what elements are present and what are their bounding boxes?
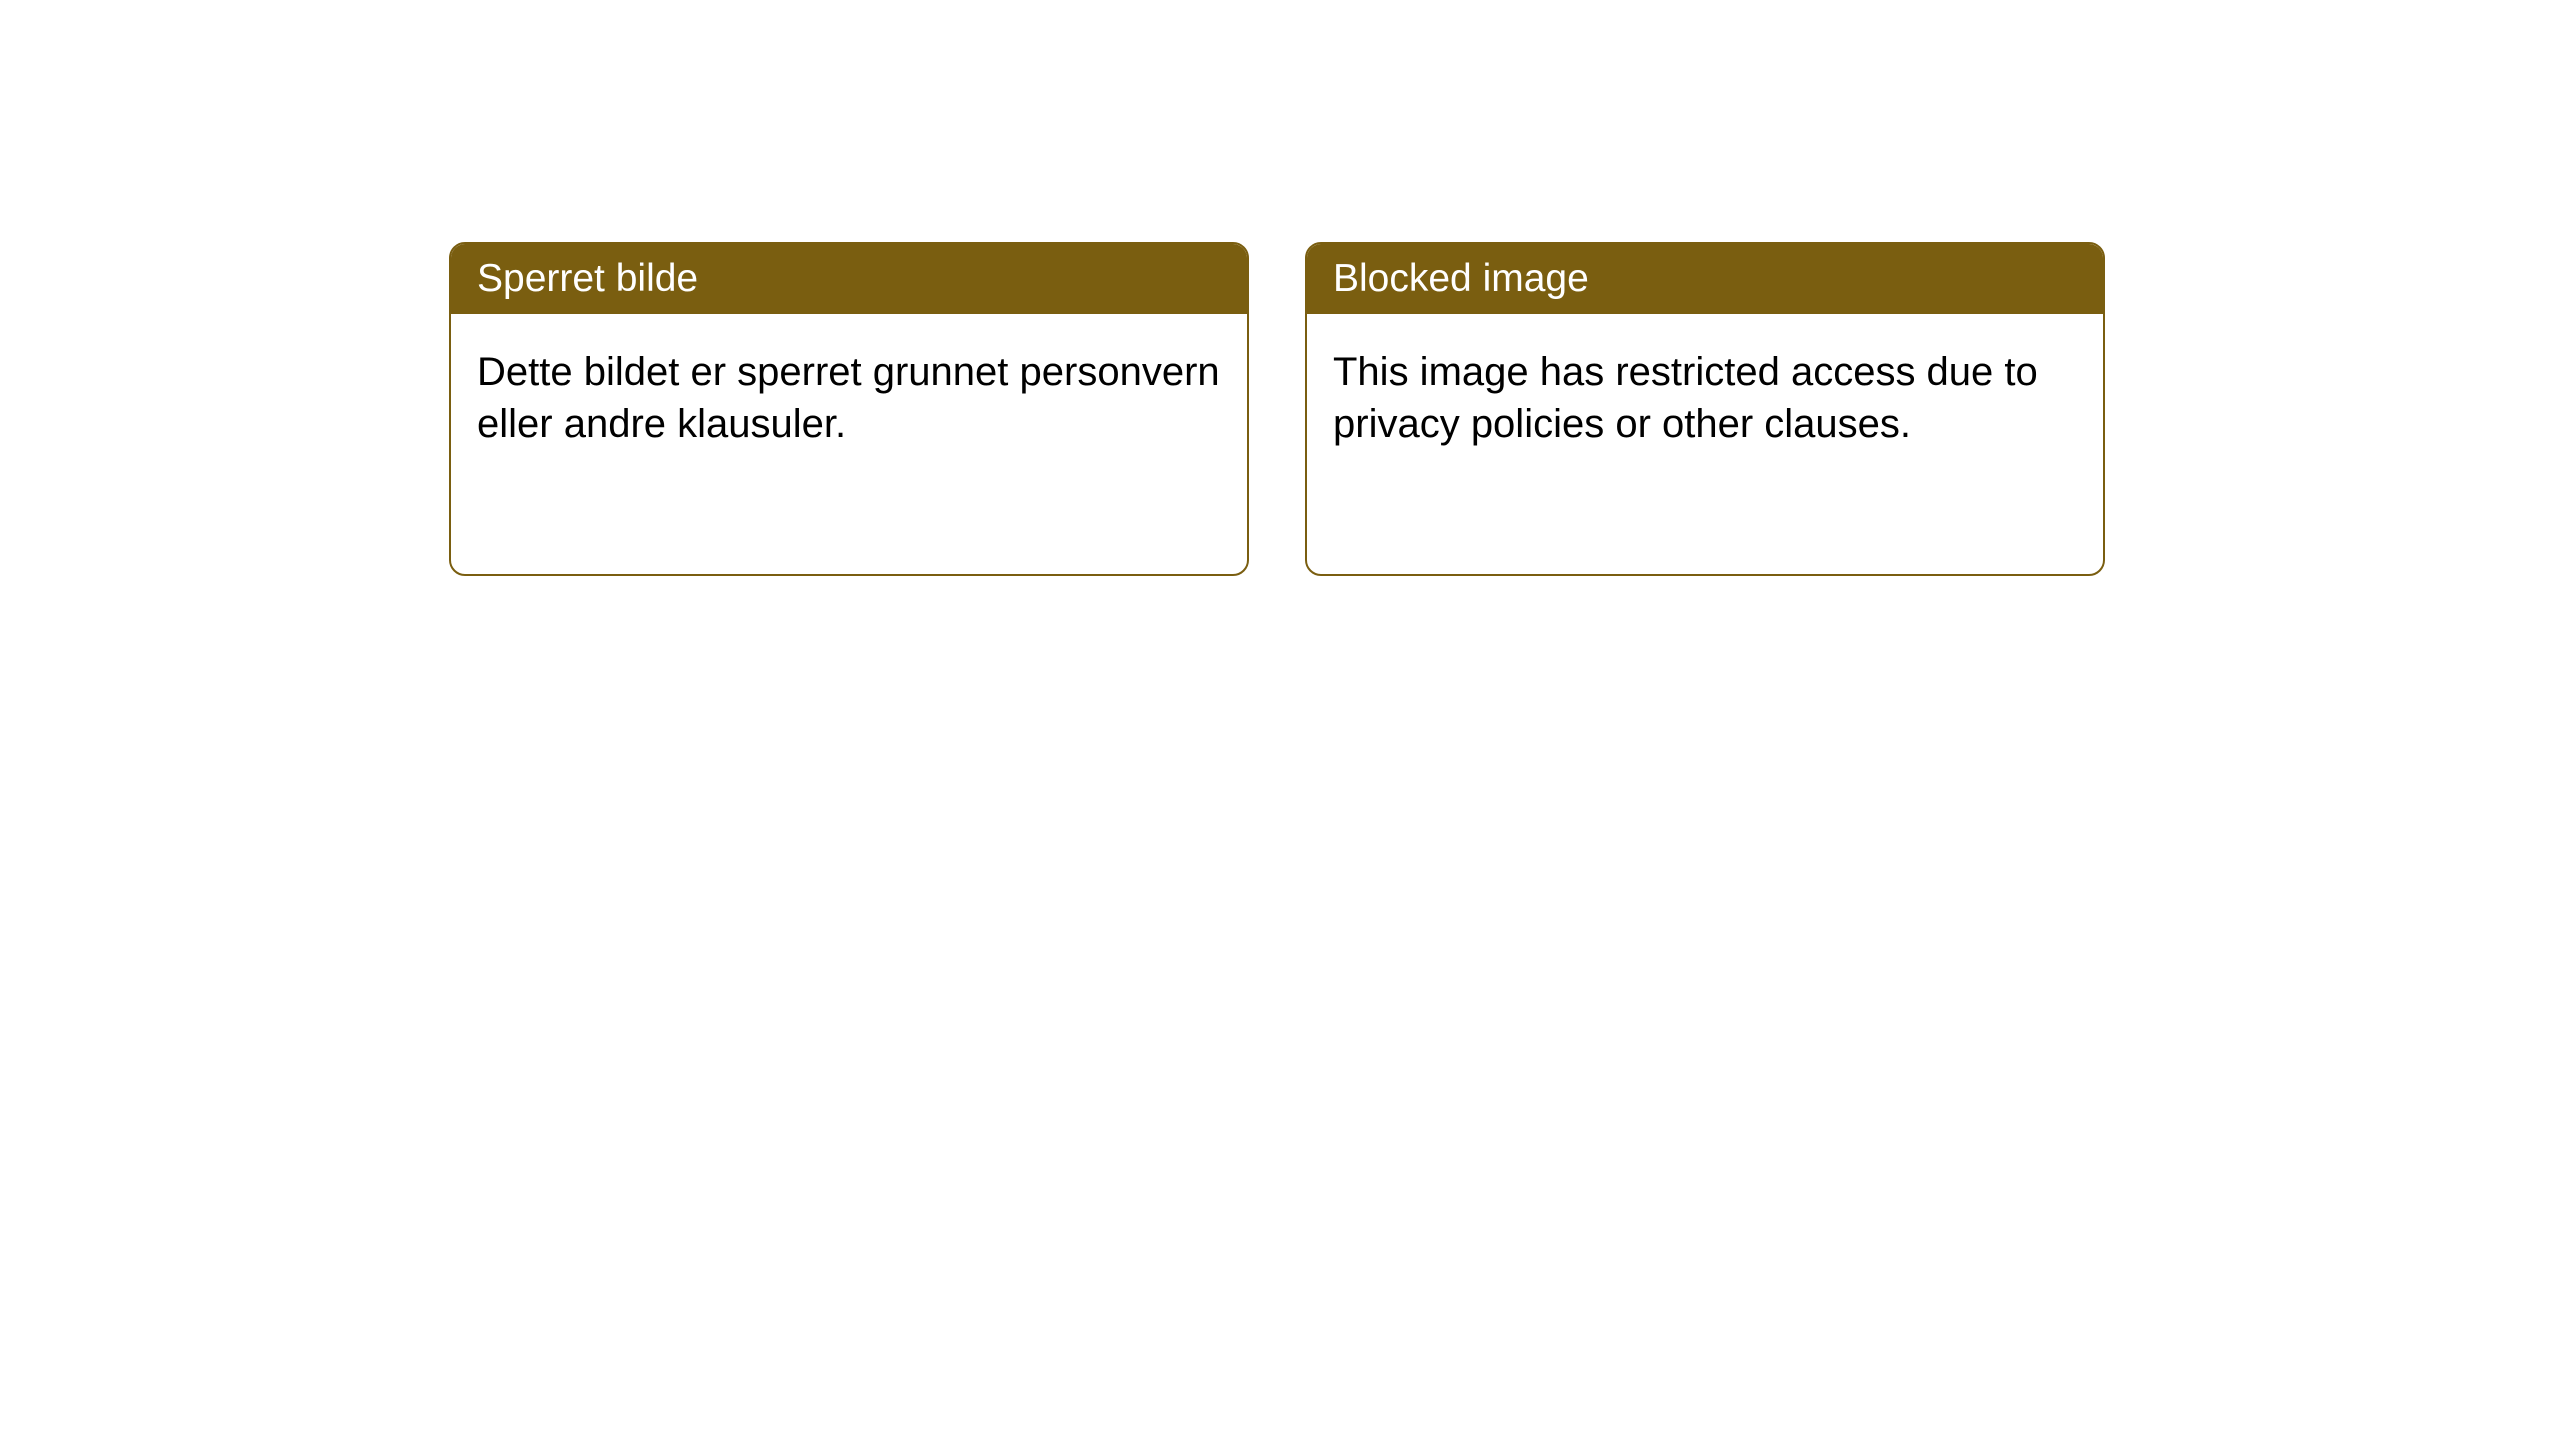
card-title: Sperret bilde <box>477 257 698 300</box>
card-body: Dette bildet er sperret grunnet personve… <box>451 314 1247 482</box>
card-header: Blocked image <box>1307 244 2103 314</box>
notice-card-norwegian: Sperret bilde Dette bildet er sperret gr… <box>449 242 1249 576</box>
notice-cards-container: Sperret bilde Dette bildet er sperret gr… <box>449 242 2105 576</box>
card-body-text: Dette bildet er sperret grunnet personve… <box>477 350 1220 446</box>
card-header: Sperret bilde <box>451 244 1247 314</box>
notice-card-english: Blocked image This image has restricted … <box>1305 242 2105 576</box>
card-title: Blocked image <box>1333 257 1589 300</box>
card-body: This image has restricted access due to … <box>1307 314 2103 482</box>
card-body-text: This image has restricted access due to … <box>1333 350 2038 446</box>
